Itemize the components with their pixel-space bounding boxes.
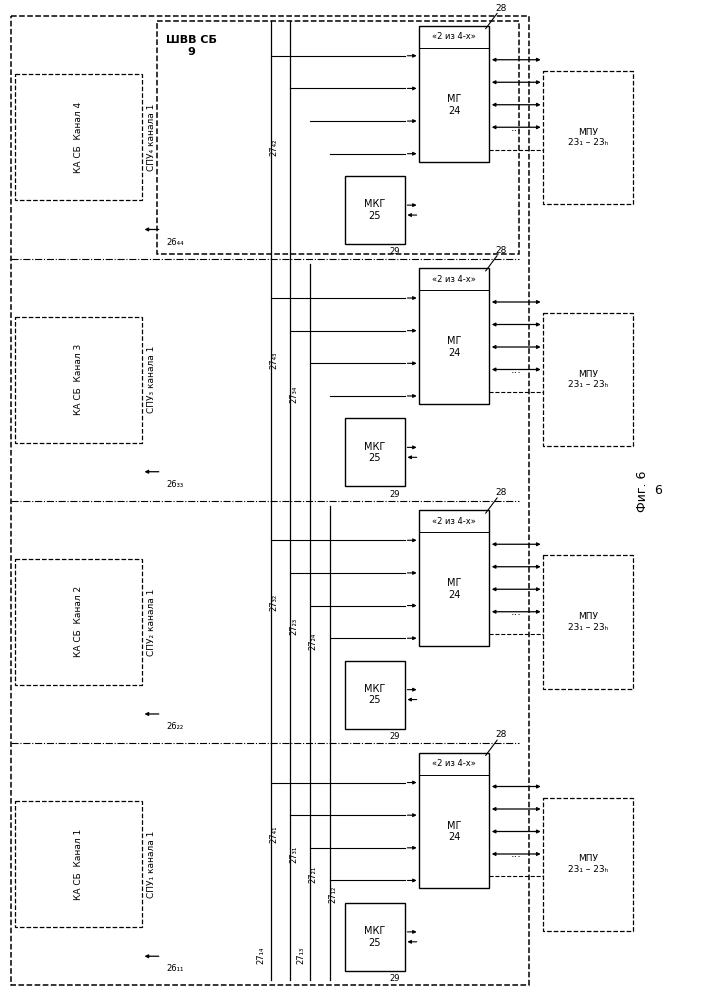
Bar	[15, 74, 141, 200]
Text: 27₃₂: 27₃₂	[269, 594, 278, 611]
Text: МПУ
23₁ – 23ₕ: МПУ 23₁ – 23ₕ	[568, 370, 608, 389]
Text: 27₄₃: 27₄₃	[269, 351, 278, 369]
Bar	[15, 801, 141, 927]
Text: КА СБ  Канал 2: КА СБ Канал 2	[74, 586, 83, 657]
Text: 26₄₄: 26₄₄	[166, 238, 184, 247]
Text: МКГ
25: МКГ 25	[364, 684, 385, 705]
Bar	[11, 16, 529, 985]
Text: ...: ...	[510, 607, 522, 617]
Text: ...: ...	[510, 123, 522, 133]
Text: СПУ₃ канала 1: СПУ₃ канала 1	[147, 346, 156, 413]
Text: СПУ₁ канала 1: СПУ₁ канала 1	[147, 830, 156, 898]
Text: 27₁₂: 27₁₂	[329, 885, 338, 903]
Text: ШВВ СБ
9: ШВВ СБ 9	[166, 35, 217, 57]
Text: 26₂₂: 26₂₂	[166, 722, 184, 731]
Text: 28: 28	[495, 730, 506, 739]
Text: КА СБ  Канал 3: КА СБ Канал 3	[74, 344, 83, 415]
Bar	[419, 26, 489, 162]
Bar	[15, 317, 141, 443]
Text: МГ
24: МГ 24	[447, 94, 462, 116]
Text: 26₃₃: 26₃₃	[166, 480, 184, 489]
Text: «2 из 4-х»: «2 из 4-х»	[432, 275, 476, 284]
Text: 27₁₄: 27₁₄	[256, 947, 265, 964]
Text: КА СБ  Канал 4: КА СБ Канал 4	[74, 102, 83, 173]
Bar	[345, 418, 404, 486]
Text: 26₁₁: 26₁₁	[166, 964, 184, 973]
Text: 27₄₂: 27₄₂	[269, 139, 278, 156]
Text: МПУ
23₁ – 23ₕ: МПУ 23₁ – 23ₕ	[568, 128, 608, 147]
Bar	[544, 798, 633, 931]
Text: МПУ
23₁ – 23ₕ: МПУ 23₁ – 23ₕ	[568, 612, 608, 632]
Text: 28: 28	[495, 4, 506, 13]
Text: 29: 29	[389, 974, 399, 983]
Text: 27₂₃: 27₂₃	[289, 618, 298, 635]
Text: «2 из 4-х»: «2 из 4-х»	[432, 32, 476, 41]
Bar	[419, 268, 489, 404]
Text: КА СБ  Канал 1: КА СБ Канал 1	[74, 829, 83, 900]
Text: 27₂₄: 27₂₄	[309, 633, 318, 650]
Bar	[544, 71, 633, 204]
Text: МГ
24: МГ 24	[447, 578, 462, 600]
Text: 29: 29	[389, 490, 399, 499]
Text: МГ
24: МГ 24	[447, 821, 462, 842]
Bar	[345, 661, 404, 729]
Text: 27₁₃: 27₁₃	[296, 947, 305, 964]
Text: 28: 28	[495, 488, 506, 497]
Text: ...: ...	[510, 849, 522, 859]
Bar	[419, 753, 489, 888]
Bar	[345, 903, 404, 971]
Bar	[544, 555, 633, 689]
Text: МКГ
25: МКГ 25	[364, 926, 385, 948]
Text: 27₂₁: 27₂₁	[309, 865, 318, 883]
Bar	[156, 21, 519, 254]
Text: ...: ...	[510, 365, 522, 375]
Bar	[544, 313, 633, 446]
Text: 27₃₄: 27₃₄	[289, 386, 298, 403]
Bar	[419, 510, 489, 646]
Text: МПУ
23₁ – 23ₕ: МПУ 23₁ – 23ₕ	[568, 854, 608, 874]
Text: 29: 29	[389, 247, 399, 256]
Text: 27₃₁: 27₃₁	[289, 846, 298, 863]
Text: 6: 6	[654, 484, 662, 497]
Text: 28: 28	[495, 246, 506, 255]
Text: «2 из 4-х»: «2 из 4-х»	[432, 517, 476, 526]
Text: Фиг. 6: Фиг. 6	[636, 470, 649, 512]
Text: МГ
24: МГ 24	[447, 336, 462, 358]
Text: МКГ
25: МКГ 25	[364, 199, 385, 221]
Text: МКГ
25: МКГ 25	[364, 442, 385, 463]
Bar	[345, 176, 404, 244]
Text: «2 из 4-х»: «2 из 4-х»	[432, 759, 476, 768]
Text: СПУ₂ канала 1: СПУ₂ канала 1	[147, 588, 156, 656]
Text: 29: 29	[389, 732, 399, 741]
Text: 27₄₁: 27₄₁	[269, 826, 278, 843]
Text: СПУ₄ канала 1: СПУ₄ канала 1	[147, 104, 156, 171]
Bar	[15, 559, 141, 685]
